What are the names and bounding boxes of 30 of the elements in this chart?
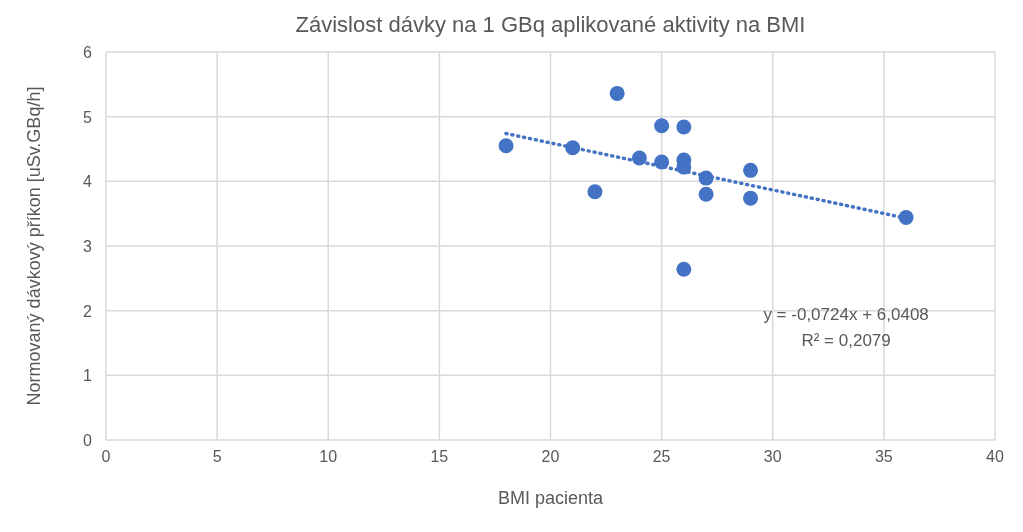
y-tick-label: 2 [83,302,93,320]
y-axis-title: Normovaný dávkový příkon [uSv.GBq/h] [24,86,44,406]
point [698,186,714,202]
y-tick-label: 4 [83,173,93,191]
x-tick-label: 30 [763,448,782,465]
x-tick-label: 20 [541,448,560,465]
y-tick-label: 6 [83,44,93,61]
y-tick-label: 5 [83,108,93,126]
y-tick-label: 3 [83,238,93,255]
y-tick-label: 1 [83,367,93,385]
x-tick-label: 25 [652,448,671,465]
x-axis-title: BMI pacienta [497,488,605,508]
x-tick-label: 0 [101,448,111,465]
point [743,190,759,206]
point [743,162,759,178]
point [676,119,692,135]
point [498,138,514,154]
point [654,118,670,134]
x-tick-label: 10 [319,448,338,465]
point [676,261,692,277]
annotation: y = -0,0724x + 6,0408 [763,305,929,324]
chart-title: Závislost dávky na 1 GBq aplikované aktivity na BMI [295,12,806,37]
annotation: R² = 0,2079 [801,331,891,350]
y-tick-label: 0 [83,432,93,449]
x-tick-label: 5 [212,448,222,465]
point [587,184,603,200]
x-tick-label: 35 [874,448,893,465]
x-tick-label: 40 [986,448,1004,465]
point [609,85,625,101]
x-tick-label: 15 [430,448,449,465]
